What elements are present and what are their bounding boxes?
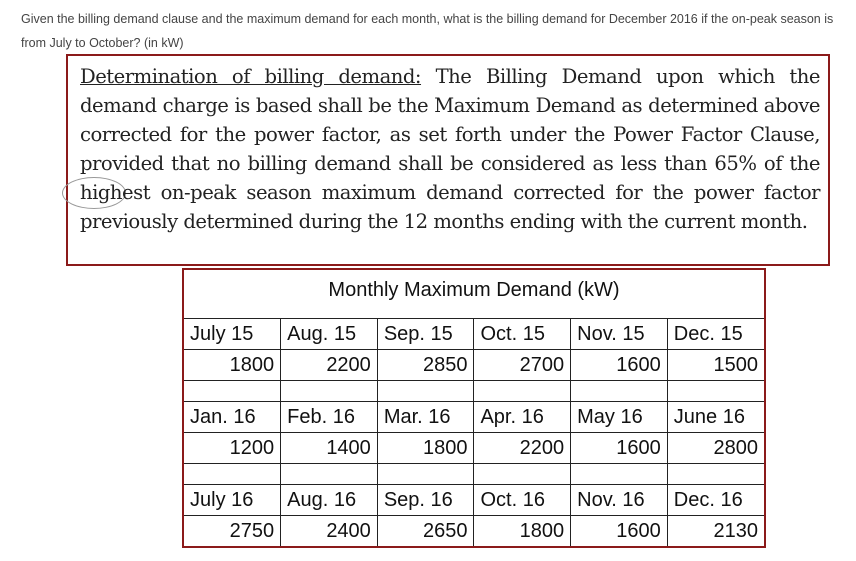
demand-value-cell: 1800 — [376, 432, 475, 464]
demand-value-cell: 2800 — [666, 432, 764, 464]
table-title: Monthly Maximum Demand (kW) — [184, 270, 764, 319]
demand-grid: July 15 Aug. 15 Sep. 15 Oct. 15 Nov. 15 Dec. … — [184, 319, 764, 546]
empty-cell — [473, 380, 572, 402]
spacer-row — [184, 380, 764, 402]
demand-value-cell: 2700 — [473, 349, 572, 381]
demand-value-cell: 2200 — [473, 432, 572, 464]
monthly-demand-table: Monthly Maximum Demand (kW) July 15 Aug. … — [182, 268, 766, 548]
month-cell: Nov. 15 — [570, 319, 668, 350]
clause-text: Determination of billing demand: The Bil… — [80, 62, 821, 236]
demand-value-cell: 1600 — [570, 515, 668, 546]
clause-body: The Billing Demand upon which the demand… — [80, 65, 821, 233]
month-cell: Jan. 16 — [184, 401, 282, 433]
demand-value-cell: 1500 — [666, 349, 764, 381]
demand-value-cell: 2850 — [376, 349, 475, 381]
empty-cell — [666, 463, 764, 485]
month-cell: July 15 — [184, 319, 282, 350]
empty-cell — [666, 380, 764, 402]
month-cell: Aug. 16 — [280, 484, 378, 516]
empty-cell — [570, 380, 668, 402]
month-cell: May 16 — [570, 401, 668, 433]
demand-value-cell: 2200 — [280, 349, 378, 381]
spacer-row — [184, 463, 764, 485]
demand-value-cell: 1400 — [280, 432, 378, 464]
demand-value-cell: 1600 — [570, 432, 668, 464]
month-cell: Oct. 15 — [473, 319, 572, 350]
month-row: Jan. 16 Feb. 16 Mar. 16 Apr. 16 May 16 June 1… — [184, 401, 764, 433]
clause-heading: Determination of billing demand: — [80, 65, 422, 88]
month-cell: Dec. 16 — [666, 484, 764, 516]
billing-demand-clause-image: Determination of billing demand: The Bil… — [62, 54, 830, 266]
month-cell: Sep. 15 — [376, 319, 475, 350]
demand-value-cell: 1200 — [184, 432, 282, 464]
value-row: 1800 2200 2850 2700 1600 1500 — [184, 349, 764, 381]
month-cell: Oct. 16 — [473, 484, 572, 516]
demand-value-cell: 2400 — [280, 515, 378, 546]
demand-value-cell: 2650 — [376, 515, 475, 546]
empty-cell — [184, 380, 282, 402]
demand-value-cell: 2130 — [666, 515, 764, 546]
month-row: July 15 Aug. 15 Sep. 15 Oct. 15 Nov. 15 Dec. … — [184, 319, 764, 350]
month-cell: Mar. 16 — [376, 401, 475, 433]
empty-cell — [570, 463, 668, 485]
empty-cell — [184, 463, 282, 485]
month-cell: June 16 — [666, 401, 764, 433]
question-text: Given the billing demand clause and the … — [21, 7, 851, 55]
empty-cell — [280, 380, 378, 402]
empty-cell — [376, 380, 475, 402]
demand-value-cell: 2750 — [184, 515, 282, 546]
month-row: July 16 Aug. 16 Sep. 16 Oct. 16 Nov. 16 Dec. … — [184, 484, 764, 516]
question-label: Given the billing demand clause and the … — [21, 12, 834, 50]
month-cell: Dec. 15 — [666, 319, 764, 350]
value-row: 1200 1400 1800 2200 1600 2800 — [184, 432, 764, 464]
demand-value-cell: 1800 — [473, 515, 572, 546]
value-row: 2750 2400 2650 1800 1600 2130 — [184, 515, 764, 546]
empty-cell — [280, 463, 378, 485]
month-cell: Aug. 15 — [280, 319, 378, 350]
month-cell: Apr. 16 — [473, 401, 572, 433]
demand-value-cell: 1600 — [570, 349, 668, 381]
empty-cell — [376, 463, 475, 485]
month-cell: Nov. 16 — [570, 484, 668, 516]
empty-cell — [473, 463, 572, 485]
demand-value-cell: 1800 — [184, 349, 282, 381]
hand-drawn-circle — [62, 177, 126, 209]
month-cell: Sep. 16 — [376, 484, 475, 516]
month-cell: Feb. 16 — [280, 401, 378, 433]
month-cell: July 16 — [184, 484, 282, 516]
